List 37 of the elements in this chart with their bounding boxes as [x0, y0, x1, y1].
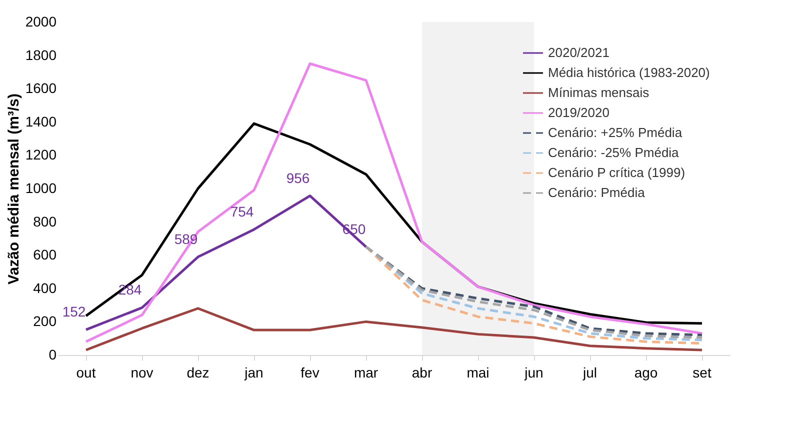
x-tick-label: ago [634, 364, 658, 380]
legend-label: 2019/2020 [548, 105, 610, 120]
x-tick-label: mai [466, 364, 490, 380]
x-tick-label: jan [244, 364, 264, 380]
line-series [84, 307, 704, 352]
y-tick-label: 1400 [25, 113, 57, 130]
data-label: 754 [230, 203, 254, 220]
y-tick-label: 1000 [25, 180, 57, 196]
x-tick-label: dez [186, 364, 210, 380]
legend-label: Média histórica (1983-2020) [548, 65, 710, 80]
y-tick-label: 0 [48, 346, 57, 362]
y-tick-label: 600 [33, 246, 57, 263]
y-tick-label: 1600 [25, 80, 57, 96]
y-tick-label: 400 [33, 280, 57, 296]
legend-label: Cenário: Pmédia [548, 185, 646, 200]
x-tick-label: mar [354, 364, 378, 380]
legend-label: Cenário: -25% Pmédia [548, 145, 680, 160]
x-tick-label: set [692, 364, 712, 380]
data-label: 956 [286, 170, 310, 186]
x-tick-label: nov [130, 364, 154, 380]
legend-label: Mínimas mensais [548, 85, 650, 100]
y-axis-title: Vazão média mensal (m³/s) [5, 94, 22, 284]
y-tick-label: 1200 [25, 146, 57, 163]
x-tick-label: jun [524, 364, 544, 380]
legend-label: 2020/2021 [548, 45, 610, 60]
legend-label: Cenário P crítica (1999) [548, 165, 686, 180]
legend-label: Cenário: +25% Pmédia [548, 125, 683, 140]
x-tick-label: fev [300, 364, 320, 380]
x-tick-label: jul [582, 364, 598, 380]
line-series [84, 194, 368, 331]
y-tick-label: 2000 [25, 14, 57, 30]
y-tick-label: 800 [33, 213, 57, 230]
x-tick-label: abr [412, 364, 432, 380]
y-tick-label: 200 [33, 313, 57, 330]
y-tick-label: 1800 [25, 46, 57, 63]
data-label: 152 [62, 304, 86, 320]
x-tick-label: out [76, 364, 96, 380]
